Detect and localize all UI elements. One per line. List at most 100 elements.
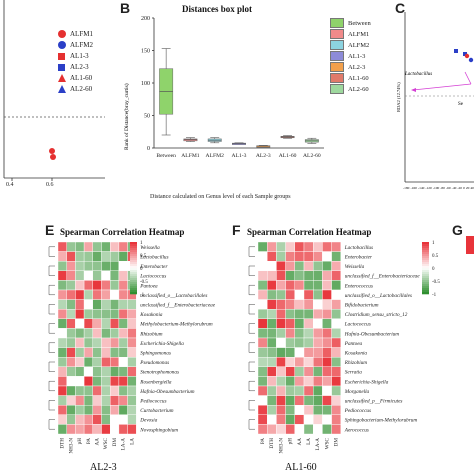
heat-cell bbox=[57, 299, 67, 310]
heat-cell bbox=[57, 366, 67, 377]
scale-step bbox=[130, 274, 137, 277]
box-plot: 0 50 100 150 200 Between ALFM1 ALFM2 AL1-3 AL2-3 A… bbox=[141, 16, 324, 159]
heat-cell bbox=[285, 395, 295, 406]
legend-swatch bbox=[330, 73, 344, 84]
panel-a-plot bbox=[3, 0, 105, 181]
heatmap-f: Lactobacillus Enterobacter Weissella unclas… bbox=[248, 241, 440, 454]
heat-cell bbox=[83, 251, 93, 262]
heat-cell bbox=[127, 424, 137, 435]
heat-cell bbox=[101, 318, 111, 329]
heat-cell bbox=[92, 261, 102, 272]
heat-row-label: unclassified_f__Enterobacteriaceae bbox=[140, 302, 215, 309]
heat-cell bbox=[312, 299, 323, 310]
heat-cell bbox=[322, 328, 332, 339]
rda-x-tick: -60 bbox=[445, 186, 451, 190]
heat-cell bbox=[83, 356, 93, 367]
legend-item: ALFM2 bbox=[58, 40, 93, 51]
heat-cell bbox=[276, 395, 286, 406]
heat-cell bbox=[57, 395, 67, 406]
heat-row-label: unclassified_o__Lactobacillales bbox=[345, 292, 412, 299]
heat-cell bbox=[101, 404, 111, 415]
rda-arrow bbox=[412, 83, 472, 91]
heat-row-label: Enterococcus bbox=[344, 283, 373, 289]
heatmap-f-title: Spearman Correlation Heatmap bbox=[247, 227, 372, 237]
heat-cell bbox=[276, 318, 286, 329]
legend-item: AL2-3 bbox=[58, 62, 93, 73]
heat-row-label: Hafnia-Obesumbacterium bbox=[344, 330, 399, 337]
heat-cell bbox=[257, 289, 268, 300]
heat-cell bbox=[276, 376, 286, 387]
heat-cell bbox=[92, 424, 102, 435]
heat-cell bbox=[101, 280, 111, 291]
heat-cell bbox=[118, 261, 128, 272]
heat-cell bbox=[294, 308, 305, 319]
heat-cell bbox=[75, 376, 85, 387]
heat-cell bbox=[276, 385, 286, 396]
heat-cell bbox=[101, 414, 111, 425]
heat-cell bbox=[92, 347, 102, 358]
rda-x-tick: -120 bbox=[425, 186, 432, 190]
heat-cell bbox=[294, 318, 305, 329]
heat-cell bbox=[294, 424, 305, 435]
rda-x-tick: -180 bbox=[403, 186, 410, 190]
panel-a-legend: ALFM1 ALFM2 AL1-3 AL2-3 AL1-60 AL2-60 bbox=[58, 29, 93, 95]
heat-cell bbox=[285, 299, 295, 310]
heat-cell bbox=[109, 318, 120, 329]
heat-row-label: Methylobacterium-Methylorubrum bbox=[139, 322, 213, 328]
heat-cell bbox=[57, 404, 67, 415]
legend-item: ALFM2 bbox=[330, 40, 371, 51]
heat-cell bbox=[294, 270, 305, 281]
scale-step bbox=[422, 272, 429, 275]
heat-cell bbox=[257, 270, 268, 281]
heat-col-label: AA bbox=[94, 438, 100, 446]
box-plot-legend: Between ALFM1 ALFM2 AL1-3 AL2-3 AL1-60 AL2-60 bbox=[330, 18, 371, 95]
heat-cell bbox=[303, 347, 314, 358]
heat-cell bbox=[109, 366, 120, 377]
heat-row-label: Aerococcus bbox=[344, 427, 369, 433]
heat-cell bbox=[118, 414, 128, 425]
legend-item: AL1-3 bbox=[58, 51, 93, 62]
heat-row-label: Pediococcus bbox=[344, 408, 371, 414]
heat-cell bbox=[66, 347, 76, 358]
heat-col-label: pH bbox=[77, 438, 83, 445]
heat-cell bbox=[285, 347, 295, 358]
scale-step bbox=[130, 278, 137, 281]
heat-cell bbox=[322, 318, 332, 329]
heat-cell bbox=[322, 251, 332, 262]
heat-cell bbox=[66, 356, 76, 367]
heat-cell bbox=[127, 385, 137, 396]
y-tick-label: 50 bbox=[144, 114, 150, 120]
scale-step bbox=[422, 286, 429, 289]
heat-row-label: Hafnia-Obesumbacterium bbox=[139, 388, 194, 395]
heat-cell bbox=[101, 261, 111, 272]
heat-row-label: Escherichia-Shigella bbox=[344, 379, 389, 385]
scale-label: 1 bbox=[432, 241, 435, 246]
heat-cell bbox=[118, 395, 128, 406]
rda-point bbox=[454, 49, 458, 53]
heat-cell bbox=[267, 251, 277, 262]
heat-cell bbox=[276, 328, 286, 339]
heat-cell bbox=[101, 328, 111, 339]
legend-item: AL2-3 bbox=[330, 62, 371, 73]
heat-cell bbox=[276, 289, 286, 300]
heat-col-label: AA bbox=[297, 438, 303, 446]
heat-cell bbox=[66, 280, 76, 291]
heat-cell bbox=[127, 347, 137, 358]
heat-row-label: unclassified_p__Firmicutes bbox=[345, 398, 403, 405]
heat-cell bbox=[83, 366, 93, 377]
heat-cell bbox=[75, 318, 85, 329]
heat-cell bbox=[331, 385, 341, 396]
legend-swatch bbox=[330, 40, 344, 51]
heat-cell bbox=[66, 424, 76, 435]
rda-x-tick: -140 bbox=[417, 186, 425, 190]
heat-cell bbox=[75, 424, 85, 435]
rda-point bbox=[464, 53, 470, 59]
heat-cell bbox=[57, 280, 67, 291]
heat-cell bbox=[312, 318, 323, 329]
heat-cell bbox=[109, 299, 120, 310]
heat-cell bbox=[331, 280, 341, 291]
heat-cell bbox=[101, 356, 111, 367]
heat-cell bbox=[118, 347, 128, 358]
heat-row-label: Kosakonia bbox=[139, 312, 163, 318]
heat-cell bbox=[312, 414, 323, 425]
